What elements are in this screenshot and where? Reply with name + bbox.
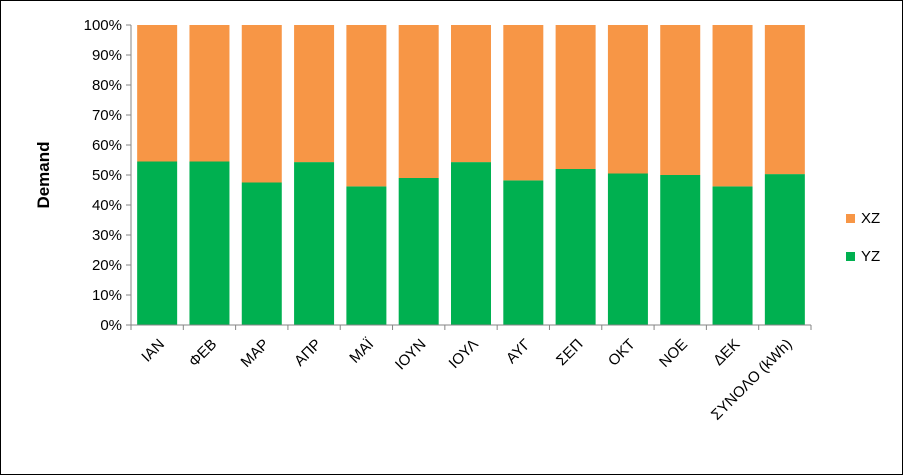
x-tick-label: ΜΑΡ xyxy=(238,336,273,371)
bar-yz-0 xyxy=(137,161,178,325)
legend-swatch xyxy=(846,214,855,223)
y-tick-label: 70% xyxy=(92,107,122,124)
legend-swatch xyxy=(846,252,855,261)
bar-xz-0 xyxy=(137,25,178,162)
bars-group xyxy=(137,25,805,325)
bar-yz-8 xyxy=(555,169,596,325)
bar-xz-1 xyxy=(189,25,230,162)
x-tick-label: ΙΑΝ xyxy=(138,336,168,366)
legend-label: ΥΖ xyxy=(861,248,880,265)
x-tick-label: ΙΟΥΛ xyxy=(446,336,482,372)
x-tick-label: ΝΟΕ xyxy=(656,336,691,371)
y-tick-label: 80% xyxy=(92,77,122,94)
bar-xz-8 xyxy=(555,25,596,169)
bar-yz-4 xyxy=(346,186,387,325)
y-tick-label: 10% xyxy=(92,287,122,304)
x-tick-label: ΟΚΤ xyxy=(605,336,639,370)
x-tick-label: ΣΕΠ xyxy=(553,336,586,369)
x-tick-label: ΜΑΪ xyxy=(346,335,377,366)
y-tick-label: 50% xyxy=(92,167,122,184)
y-tick-label: 20% xyxy=(92,257,122,274)
x-tick-label: ΑΥΓ xyxy=(503,336,534,367)
bar-xz-11 xyxy=(712,25,753,187)
legend-label: ΧΖ xyxy=(861,210,880,227)
bar-xz-2 xyxy=(241,25,282,183)
legend: ΧΖ ΥΖ xyxy=(846,210,880,265)
x-tick-label: ΙΟΥΝ xyxy=(392,336,430,374)
y-tick-label: 30% xyxy=(92,227,122,244)
bar-yz-6 xyxy=(451,162,491,325)
y-tick-label: 40% xyxy=(92,197,122,214)
bar-xz-5 xyxy=(398,25,439,178)
bar-xz-6 xyxy=(451,25,491,163)
bar-xz-9 xyxy=(607,25,648,174)
bar-yz-12 xyxy=(764,174,805,325)
bar-xz-7 xyxy=(503,25,544,181)
y-tick-label: 100% xyxy=(84,17,122,34)
bar-yz-2 xyxy=(241,182,282,325)
x-tick-labels: ΙΑΝ ΦΕΒ ΜΑΡ ΑΠΡ ΜΑΪ ΙΟΥΝ ΙΟΥΛ ΑΥΓ ΣΕΠ ΟΚΤ ΝΟΕ ΔΕΚΣΥ… xyxy=(138,335,795,423)
y-axis-title: Demand xyxy=(34,141,53,208)
y-tick-label: 60% xyxy=(92,137,122,154)
bar-yz-3 xyxy=(294,162,335,325)
y-tick-labels: 0% 10% 20% 30% 40% 50% 60% 70% 80% 90% 100% xyxy=(84,17,122,334)
bar-yz-11 xyxy=(712,186,753,325)
bar-xz-4 xyxy=(346,25,387,187)
bar-xz-12 xyxy=(764,25,805,175)
bar-yz-9 xyxy=(607,173,648,325)
x-tick-label: ΑΠΡ xyxy=(291,336,325,370)
x-tick-label: ΦΕΒ xyxy=(186,336,221,371)
bar-yz-10 xyxy=(660,175,701,325)
bar-yz-7 xyxy=(503,180,544,325)
axes-group xyxy=(126,24,812,330)
x-tick-label: ΔΕΚ xyxy=(710,336,743,369)
y-tick-label: 0% xyxy=(100,317,122,334)
y-tick-label: 90% xyxy=(92,47,122,64)
bar-xz-3 xyxy=(294,25,335,163)
bar-xz-10 xyxy=(660,25,701,175)
bar-yz-5 xyxy=(398,178,439,325)
bar-yz-1 xyxy=(189,161,230,325)
